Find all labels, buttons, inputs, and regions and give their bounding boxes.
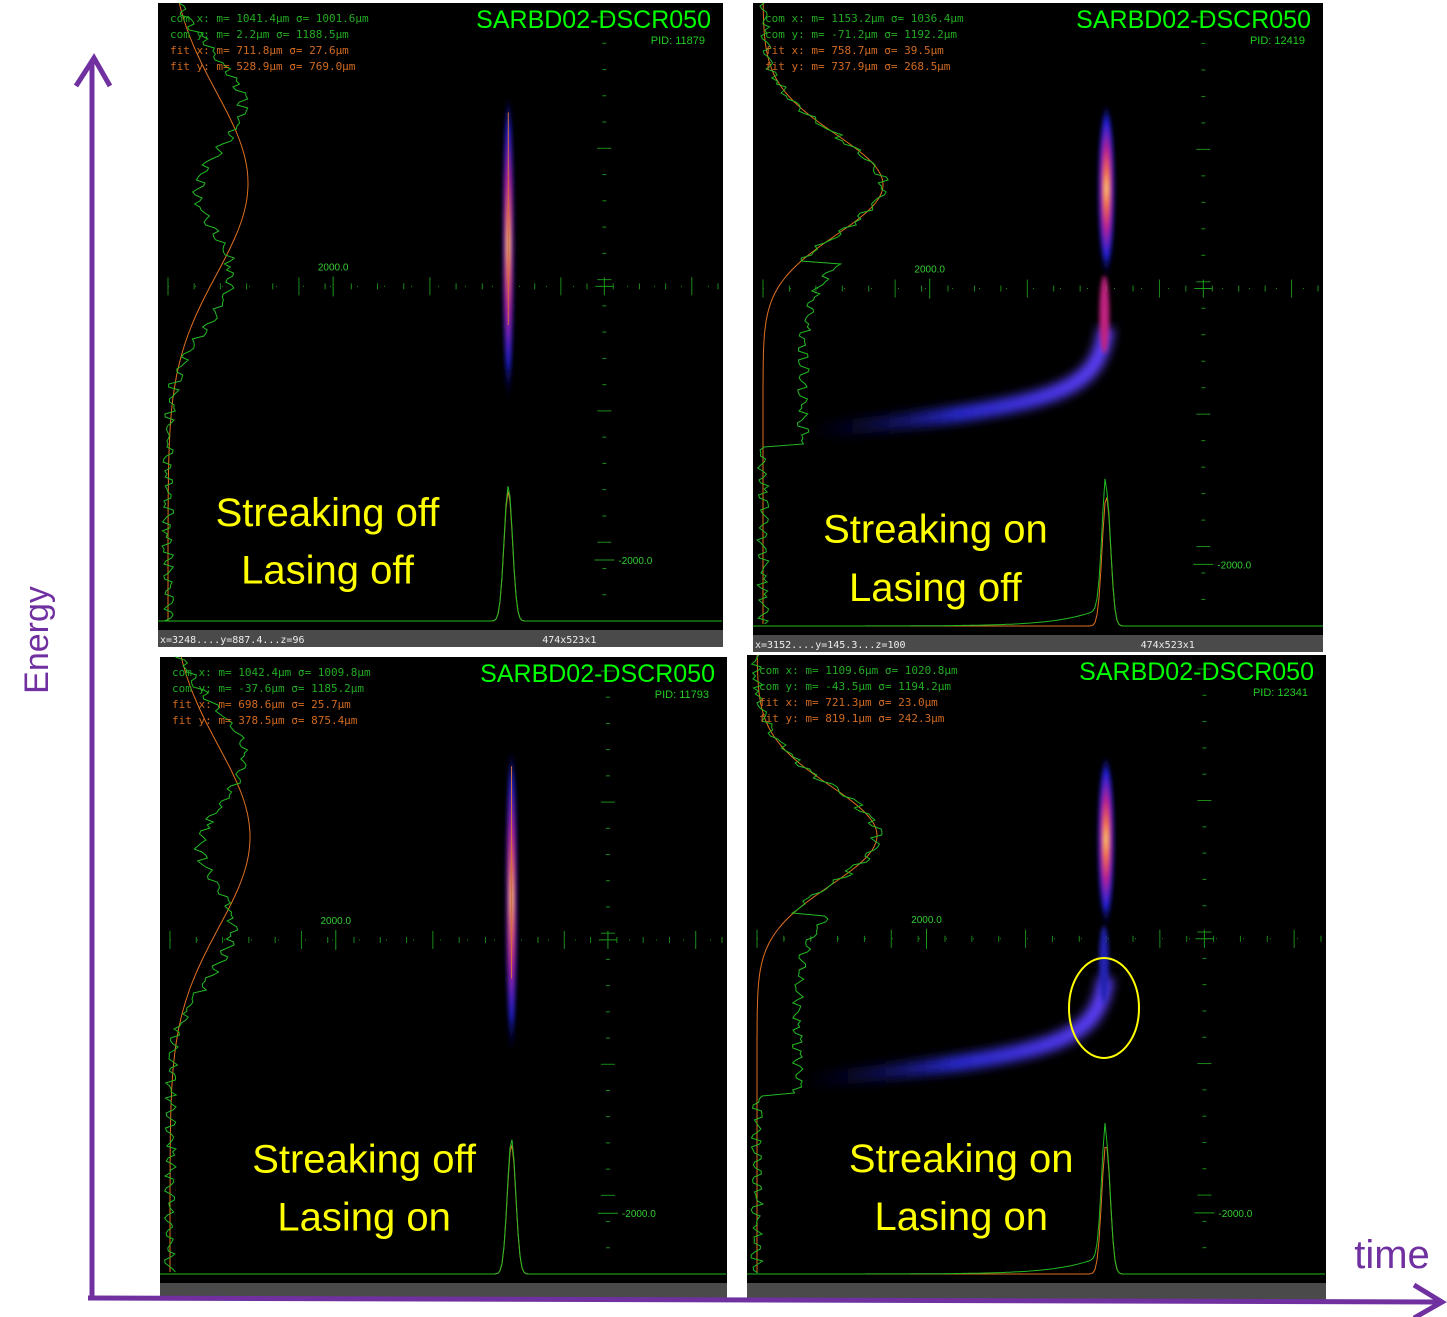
center-label: 2000.0: [914, 265, 945, 276]
stat-line: fit y: m= 528.9µm σ= 769.0µm: [170, 60, 356, 73]
camera-title: SARBD02-DSCR050: [1079, 658, 1314, 686]
stat-line: fit x: m= 758.7µm σ= 39.5µm: [765, 44, 944, 57]
status-text: x=3248....y=887.4...z=96: [160, 635, 305, 646]
stat-line: com y: m= -43.5µm σ= 1194.2µm: [759, 680, 951, 693]
camera-panel: 2000.0 -2000.0 com x: m= 1153.2µm σ= 1036.…: [753, 3, 1323, 652]
lower-label: -2000.0: [1217, 560, 1251, 571]
beam-tail: [1099, 926, 1109, 1003]
pid: PID: 11793: [655, 689, 709, 701]
lower-label: -2000.0: [1218, 1209, 1252, 1220]
pid: PID: 12341: [1253, 687, 1308, 699]
caption: Lasing off: [849, 566, 1023, 610]
status-text: 474x523x1: [1141, 640, 1195, 651]
camera-title: SARBD02-DSCR050: [476, 6, 711, 34]
camera-title: SARBD02-DSCR050: [1076, 6, 1311, 34]
beam-spot: [1097, 758, 1115, 939]
caption: Lasing off: [241, 549, 415, 593]
stat-line: fit y: m= 819.1µm σ= 242.3µm: [759, 712, 945, 725]
status-text: 474x523x1: [542, 635, 596, 646]
stat-line: com y: m= -37.6µm σ= 1185.2µm: [172, 682, 364, 695]
status-text: x=3152....y=145.3...z=100: [755, 640, 906, 651]
center-label: 2000.0: [911, 915, 942, 926]
stat-line: com y: m= -71.2µm σ= 1192.2µm: [765, 28, 957, 41]
camera-panel: 2000.0 -2000.0 com x: m= 1109.6µm σ= 1020.…: [747, 655, 1326, 1300]
camera-panel: 2000.0 -2000.0 com x: m= 1041.4µm σ= 1001.…: [158, 3, 723, 647]
caption: Streaking on: [823, 508, 1048, 552]
stat-line: fit y: m= 737.9µm σ= 268.5µm: [765, 60, 951, 73]
pid: PID: 11879: [651, 35, 705, 47]
caption: Lasing on: [874, 1195, 1047, 1239]
center-label: 2000.0: [318, 262, 349, 273]
caption: Streaking on: [849, 1137, 1074, 1181]
pid: PID: 12419: [1250, 35, 1305, 47]
lower-label: -2000.0: [622, 1209, 656, 1220]
time-label: time: [1354, 1233, 1430, 1277]
stat-line: com x: m= 1153.2µm σ= 1036.4µm: [765, 12, 964, 25]
caption: Streaking off: [252, 1138, 477, 1182]
figure: 2000.0 -2000.0 com x: m= 1041.4µm σ= 1001.…: [0, 0, 1447, 1317]
stat-line: fit x: m= 698.6µm σ= 25.7µm: [172, 698, 351, 711]
stat-line: fit x: m= 711.8µm σ= 27.6µm: [170, 44, 349, 57]
stat-line: com x: m= 1041.4µm σ= 1001.6µm: [170, 12, 369, 25]
caption: Streaking off: [216, 491, 441, 535]
center-label: 2000.0: [320, 916, 351, 927]
stat-line: fit y: m= 378.5µm σ= 875.4µm: [172, 714, 358, 727]
panels: 2000.0 -2000.0 com x: m= 1041.4µm σ= 1001.…: [158, 3, 1326, 1300]
camera-panel: 2000.0 -2000.0 com x: m= 1042.4µm σ= 1009.…: [160, 657, 727, 1300]
energy-label: Energy: [18, 586, 56, 694]
stat-line: com x: m= 1109.6µm σ= 1020.8µm: [759, 664, 958, 677]
stat-line: fit x: m= 721.3µm σ= 23.0µm: [759, 696, 938, 709]
lower-label: -2000.0: [618, 556, 652, 567]
camera-title: SARBD02-DSCR050: [480, 660, 715, 688]
caption: Lasing on: [277, 1195, 450, 1239]
stat-line: com x: m= 1042.4µm σ= 1009.8µm: [172, 666, 371, 679]
beam-spot: [1097, 107, 1115, 289]
status-bar: [747, 1283, 1326, 1300]
stat-line: com y: m= 2.2µm σ= 1188.5µm: [170, 28, 349, 41]
page: 2000.0 -2000.0 com x: m= 1041.4µm σ= 1001.…: [0, 0, 1447, 1317]
beam-tail: [1099, 276, 1109, 354]
image-background: [753, 3, 1323, 652]
